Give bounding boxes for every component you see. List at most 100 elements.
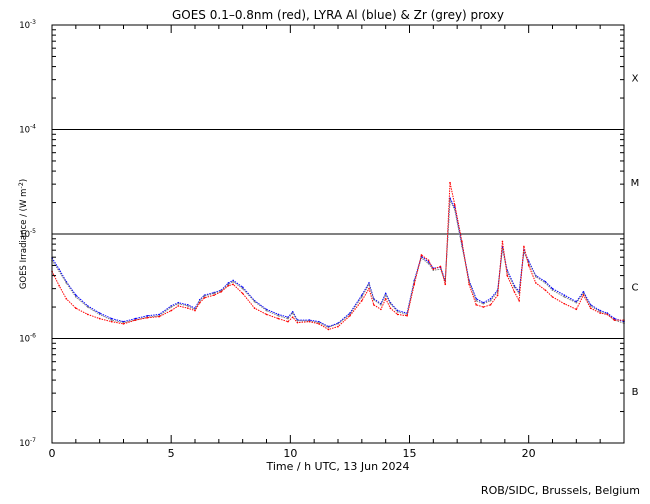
y-axis-label-close: ) <box>19 179 29 182</box>
data-point <box>475 304 478 306</box>
data-point <box>482 302 485 305</box>
series-layer <box>51 181 625 331</box>
data-point <box>361 299 363 302</box>
data-point <box>134 319 137 321</box>
data-point <box>389 307 392 309</box>
data-point <box>134 317 137 320</box>
data-point <box>368 282 370 284</box>
y-axis-label: GOES Irradiance / (W m-2) <box>17 179 29 289</box>
data-point <box>296 319 299 322</box>
data-point <box>489 299 492 302</box>
data-point <box>599 311 601 313</box>
data-point <box>146 316 149 319</box>
data-point <box>413 283 416 286</box>
data-point <box>513 290 516 293</box>
y-tick-base: 10 <box>19 439 30 449</box>
data-point <box>449 181 451 184</box>
data-point <box>368 283 370 286</box>
series-0 <box>51 196 625 328</box>
data-point <box>361 296 363 298</box>
data-point <box>253 307 256 309</box>
data-point <box>406 314 408 317</box>
data-point <box>563 302 566 305</box>
data-point <box>318 321 320 324</box>
data-point <box>86 313 89 316</box>
data-point <box>582 294 585 296</box>
data-point <box>287 317 289 320</box>
data-point <box>58 268 60 271</box>
data-point <box>170 306 172 308</box>
data-point <box>420 254 423 256</box>
data-point <box>384 297 387 300</box>
data-point <box>523 245 525 248</box>
data-point <box>110 317 113 320</box>
data-point <box>75 294 77 296</box>
data-point <box>65 297 68 300</box>
data-point <box>177 305 180 307</box>
data-point <box>291 316 294 318</box>
data-point <box>203 295 206 297</box>
data-point <box>427 261 430 263</box>
data-point <box>544 280 547 283</box>
data-point <box>122 323 125 325</box>
y-tick-exponent: -4 <box>30 124 36 131</box>
data-point <box>203 297 206 299</box>
data-point <box>75 307 77 309</box>
y-tick-exponent: -3 <box>30 19 36 26</box>
data-point <box>461 240 463 243</box>
data-point <box>535 275 537 278</box>
data-point <box>327 328 330 331</box>
data-point <box>65 282 68 284</box>
data-point <box>227 282 230 284</box>
data-point <box>513 286 516 288</box>
data-point <box>606 313 609 316</box>
y-tick-base: 10 <box>19 335 30 345</box>
data-point <box>501 240 504 243</box>
data-point <box>177 302 180 305</box>
data-point <box>327 326 330 329</box>
y-tick-exponent: -5 <box>30 228 36 235</box>
flare-class-thresholds <box>52 129 624 339</box>
flare-class-label: X <box>632 73 639 84</box>
data-point <box>241 287 244 290</box>
y-tick-base: 10 <box>19 21 30 31</box>
data-point <box>198 301 201 304</box>
data-point <box>380 308 382 311</box>
chart-title: GOES 0.1–0.8nm (red), LYRA Al (blue) & Z… <box>172 8 504 22</box>
data-point <box>349 312 351 314</box>
data-point <box>563 294 566 296</box>
data-point <box>427 262 430 265</box>
y-tick-label: 10-7 <box>19 437 36 449</box>
data-point <box>563 296 566 298</box>
series-line <box>51 182 624 331</box>
flare-class-label: M <box>631 178 640 189</box>
series-line <box>51 196 625 328</box>
data-point <box>396 311 399 313</box>
y-axis-label-main: GOES Irradiance / (W m <box>19 189 29 290</box>
data-point <box>613 317 616 320</box>
flare-class-label: C <box>632 282 639 293</box>
data-point <box>475 299 478 302</box>
y-tick-base: 10 <box>19 126 30 136</box>
data-point <box>582 292 585 295</box>
x-tick-label: 10 <box>283 447 297 460</box>
data-point <box>198 299 201 302</box>
data-point <box>527 264 530 267</box>
data-point <box>98 313 101 316</box>
data-point <box>146 314 149 317</box>
y-tick-label: 10-4 <box>19 124 36 136</box>
data-point <box>606 312 609 314</box>
data-point <box>277 314 280 317</box>
data-point <box>551 289 554 291</box>
data-point <box>194 309 196 312</box>
data-point <box>551 287 554 290</box>
data-point <box>551 296 554 298</box>
data-point <box>291 311 294 313</box>
y-tick-label: 10-6 <box>19 333 36 345</box>
data-point <box>241 286 244 288</box>
data-point <box>482 306 485 308</box>
data-point <box>194 308 196 311</box>
